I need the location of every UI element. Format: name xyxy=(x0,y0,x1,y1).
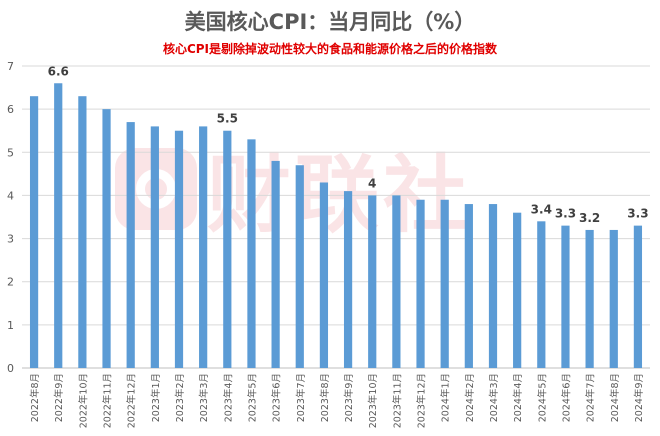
bar xyxy=(102,109,111,369)
x-tick-label: 2024年8月 xyxy=(609,373,621,422)
x-tick-label: 2024年2月 xyxy=(464,373,476,422)
y-tick-label: 3 xyxy=(7,233,14,246)
x-tick-label: 2024年9月 xyxy=(633,373,645,422)
x-tick-label: 2022年8月 xyxy=(29,373,41,422)
bar xyxy=(416,199,425,368)
bar xyxy=(561,225,570,368)
x-tick-label: 2023年12月 xyxy=(416,373,428,428)
x-tick-label: 2023年3月 xyxy=(198,373,210,422)
x-tick-label: 2024年4月 xyxy=(512,373,524,422)
bar xyxy=(223,130,232,368)
bar xyxy=(78,96,87,368)
bar xyxy=(29,96,39,368)
data-label: 3.3 xyxy=(627,207,648,221)
bar xyxy=(247,139,256,368)
bar xyxy=(343,191,353,368)
data-label: 3.4 xyxy=(531,202,552,216)
x-tick-label: 2024年5月 xyxy=(536,373,548,422)
y-tick-label: 4 xyxy=(7,189,14,202)
x-tick-label: 2023年4月 xyxy=(222,373,234,422)
y-tick-label: 5 xyxy=(7,146,14,159)
chart-title: 美国核心CPI：当月同比（%） xyxy=(184,10,476,34)
data-label: 3.3 xyxy=(555,207,576,221)
bar xyxy=(633,225,643,368)
bar xyxy=(513,212,522,368)
x-tick-label: 2023年8月 xyxy=(319,373,331,422)
bar xyxy=(440,199,449,368)
x-tick-label: 2023年5月 xyxy=(246,373,258,422)
data-label: 4 xyxy=(368,176,376,190)
x-tick-label: 2023年10月 xyxy=(367,373,379,428)
y-tick-label: 0 xyxy=(7,362,14,375)
x-tick-label: 2024年3月 xyxy=(488,373,500,422)
bar xyxy=(488,204,498,368)
bar xyxy=(174,130,184,368)
x-tick-label: 2023年2月 xyxy=(174,373,186,422)
bar xyxy=(295,165,304,368)
x-tick-label: 2024年6月 xyxy=(560,373,572,422)
bar xyxy=(585,229,594,368)
x-tick-label: 2023年6月 xyxy=(271,373,283,422)
bar xyxy=(464,204,473,368)
x-tick-label: 2023年9月 xyxy=(343,373,355,422)
bar xyxy=(126,122,135,368)
bar xyxy=(150,126,159,369)
bar xyxy=(319,182,329,368)
x-tick-label: 2022年10月 xyxy=(77,373,89,428)
bar xyxy=(54,83,63,368)
x-tick-label: 2024年7月 xyxy=(585,373,597,422)
chart-subtitle: 核心CPI是剔除掉波动性较大的食品和能源价格之后的价格指数 xyxy=(162,42,498,56)
x-tick-label: 2024年1月 xyxy=(440,373,452,422)
data-label: 5.5 xyxy=(217,112,238,126)
y-tick-label: 6 xyxy=(7,103,14,116)
x-tick-label: 2023年7月 xyxy=(295,373,307,422)
bar xyxy=(368,195,377,368)
x-tick-label: 2022年11月 xyxy=(102,373,114,428)
data-label: 6.6 xyxy=(48,64,69,78)
x-tick-label: 2022年12月 xyxy=(126,373,138,428)
x-tick-label: 2022年9月 xyxy=(53,373,65,422)
y-tick-label: 7 xyxy=(7,60,14,73)
bar xyxy=(392,195,401,368)
bar xyxy=(609,229,618,368)
bar xyxy=(199,126,208,369)
data-label: 3.2 xyxy=(579,211,600,225)
y-tick-label: 1 xyxy=(7,319,14,332)
bar xyxy=(537,221,546,368)
y-tick-label: 2 xyxy=(7,276,14,289)
x-tick-label: 2023年11月 xyxy=(391,373,403,428)
bar xyxy=(271,160,280,368)
x-tick-label: 2023年1月 xyxy=(150,373,162,422)
